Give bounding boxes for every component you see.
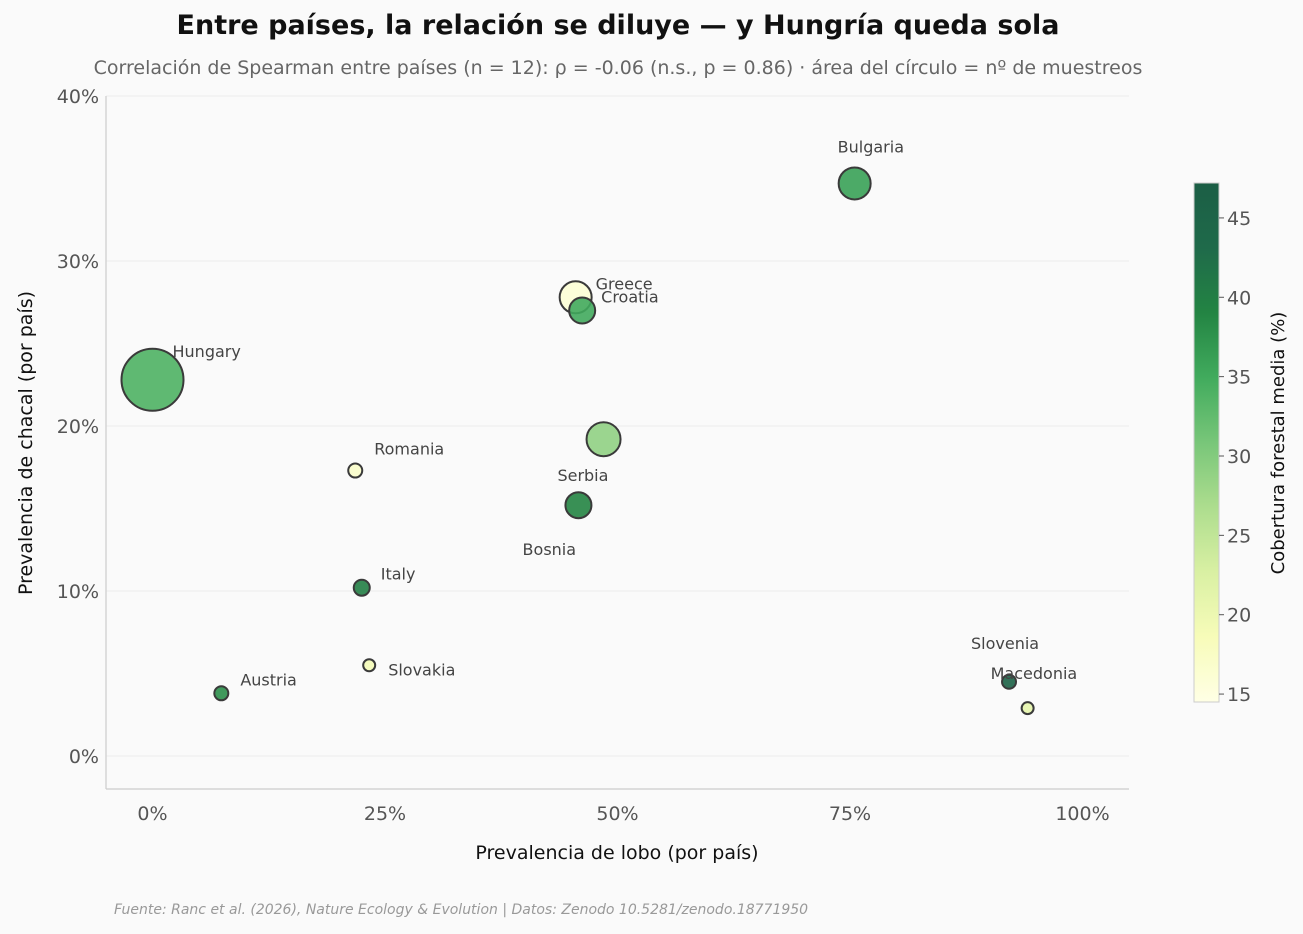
colorbar-tick-label: 25 — [1227, 525, 1251, 547]
label-hungary: Hungary — [173, 342, 241, 361]
y-tick-label: 20% — [57, 416, 99, 438]
point-slovakia — [362, 658, 377, 673]
point-bosnia — [585, 421, 622, 458]
label-greece: Greece — [596, 274, 653, 293]
label-bulgaria: Bulgaria — [838, 137, 904, 156]
y-axis-label: Prevalencia de chacal (por país) — [15, 291, 37, 595]
point-austria — [213, 685, 230, 702]
point-slovenia — [1001, 673, 1018, 690]
label-bosnia: Bosnia — [523, 540, 577, 559]
source-note: Fuente: Ranc et al. (2026), Nature Ecolo… — [114, 902, 809, 918]
x-tick-label: 25% — [364, 803, 406, 825]
point-bulgaria — [837, 166, 872, 201]
point-romania — [347, 462, 364, 479]
data-points — [120, 166, 1035, 716]
chart-title: Entre países, la relación se diluye — y … — [176, 10, 1060, 41]
x-tick-label: 75% — [829, 803, 871, 825]
x-tick-label: 0% — [137, 803, 167, 825]
label-austria: Austria — [240, 670, 297, 689]
label-serbia: Serbia — [557, 466, 608, 485]
point-croatia — [568, 296, 597, 325]
x-tick-label: 50% — [596, 803, 638, 825]
chart-subtitle: Correlación de Spearman entre países (n … — [93, 57, 1143, 79]
y-tick-label: 40% — [57, 86, 99, 108]
colorbar-label: Cobertura forestal media (%) — [1268, 312, 1289, 575]
point-hungary — [120, 347, 185, 412]
colorbar-tick-label: 35 — [1227, 367, 1251, 389]
y-tick-label: 0% — [69, 746, 99, 768]
label-slovakia: Slovakia — [388, 660, 455, 679]
colorbar-gradient — [1193, 182, 1220, 703]
colorbar-tick-label: 40 — [1227, 287, 1251, 309]
point-macedonia — [1020, 701, 1035, 716]
y-tick-label: 10% — [57, 581, 99, 603]
x-tick-label: 100% — [1055, 803, 1109, 825]
colorbar-ticks: 15 20 25 30 35 40 45 — [1219, 208, 1251, 706]
label-romania: Romania — [374, 440, 444, 459]
colorbar: 15 20 25 30 35 40 45 Cobertura forestal media … — [1193, 182, 1289, 706]
axes — [105, 96, 1129, 790]
x-axis-label: Prevalencia de lobo (por país) — [475, 842, 758, 864]
colorbar-tick-label: 30 — [1227, 446, 1251, 468]
colorbar-tick-label: 20 — [1227, 605, 1251, 627]
label-italy: Italy — [381, 565, 416, 584]
label-macedonia: Macedonia — [991, 664, 1078, 683]
point-italy — [352, 578, 371, 597]
tick-labels: 0% 10% 20% 30% 40% 0% 25% 50% 75% 100% — [57, 86, 1110, 825]
grid-lines — [106, 95, 1129, 757]
point-serbia — [564, 491, 593, 520]
y-tick-label: 30% — [57, 251, 99, 273]
label-slovenia: Slovenia — [971, 634, 1039, 653]
colorbar-tick-label: 45 — [1227, 208, 1251, 230]
colorbar-tick-label: 15 — [1227, 684, 1251, 706]
label-croatia: Croatia — [601, 288, 659, 307]
